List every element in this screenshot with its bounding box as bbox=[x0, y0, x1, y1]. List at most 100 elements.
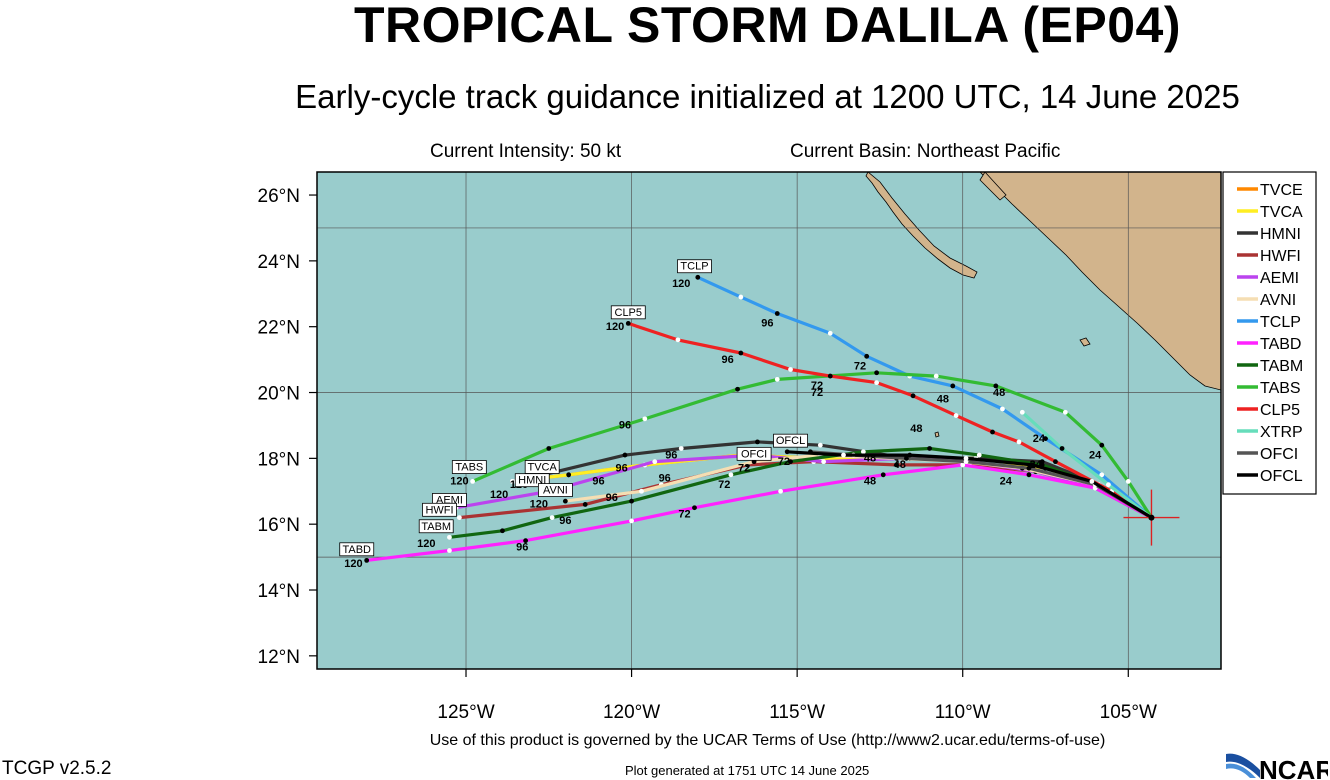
legend-label-ofcl: OFCL bbox=[1260, 468, 1303, 485]
forecast-hour-label: 120 bbox=[490, 489, 508, 501]
track-point-aemi bbox=[652, 459, 658, 465]
forecast-hour-label: 72 bbox=[678, 509, 690, 521]
model-label-box bbox=[422, 502, 457, 517]
y-tick-label: 24°N bbox=[258, 252, 300, 273]
sonora-coastline bbox=[979, 172, 1007, 201]
track-point-clp5 bbox=[910, 393, 916, 399]
track-point-xtrp bbox=[1059, 446, 1065, 451]
forecast-hour-label: 96 bbox=[559, 515, 571, 527]
track-point-tabm bbox=[976, 452, 982, 458]
track-point-tvca bbox=[566, 472, 572, 478]
track-point-tabd bbox=[960, 462, 966, 468]
track-point-tclp bbox=[1099, 472, 1105, 478]
legend-label-clp5: CLP5 bbox=[1260, 402, 1300, 419]
track-point-xtrp bbox=[1106, 482, 1111, 488]
track-line-xtrp bbox=[1020, 410, 1154, 520]
x-tick-label: 120°W bbox=[603, 702, 660, 723]
y-tick-label: 12°N bbox=[258, 647, 300, 668]
legend-label-tclp: TCLP bbox=[1260, 314, 1301, 331]
track-point-clp5 bbox=[675, 337, 681, 343]
model-label-text: TVCA bbox=[528, 462, 558, 474]
track-line-aemi bbox=[454, 453, 1154, 520]
plot-generated-text: Plot generated at 1751 UTC 14 June 2025 bbox=[625, 763, 870, 778]
legend-label-avni: AVNI bbox=[1260, 292, 1296, 309]
model-label-box bbox=[451, 460, 487, 474]
track-point-ofcl bbox=[963, 455, 969, 461]
forecast-hour-label: 72 bbox=[738, 463, 750, 475]
track-point-tclp bbox=[774, 311, 780, 316]
legend-box bbox=[1222, 171, 1317, 495]
forecast-hour-label: 48 bbox=[993, 387, 1005, 399]
forecast-hour-label: 72 bbox=[718, 479, 730, 491]
forecast-hour-labels: 1201201201201201201201201209696969696969… bbox=[344, 278, 1102, 570]
track-line-tabs bbox=[471, 371, 1154, 520]
forecast-hour-label: 120 bbox=[530, 499, 548, 511]
track-point-ofci bbox=[904, 455, 909, 461]
track-point-tabm bbox=[860, 449, 866, 455]
y-tick-label: 18°N bbox=[258, 449, 300, 470]
model-label-box bbox=[677, 259, 712, 274]
chart-subtitle: Early-cycle track guidance initialized a… bbox=[295, 78, 1240, 115]
ncar-logo-swoosh-icon bbox=[1226, 753, 1260, 778]
model-label-text: OFCL bbox=[776, 435, 805, 447]
legend-label-tabm: TABM bbox=[1260, 358, 1303, 375]
chart-title: TROPICAL STORM DALILA (EP04) bbox=[353, 0, 1181, 53]
track-point-tabd bbox=[778, 488, 783, 494]
track-point-tabd bbox=[1026, 472, 1032, 478]
forecast-hour-label: 96 bbox=[616, 463, 628, 475]
forecast-hour-label: 96 bbox=[721, 354, 733, 366]
legend-label-tvca: TVCA bbox=[1260, 204, 1303, 221]
track-point-tabm bbox=[728, 472, 734, 478]
forecast-hour-label: 72 bbox=[811, 380, 823, 392]
forecast-hour-label: 96 bbox=[761, 318, 773, 330]
model-label-box bbox=[773, 433, 808, 448]
track-point-tabd bbox=[447, 548, 452, 553]
track-point-hmni bbox=[678, 446, 684, 451]
current-basin-text: Current Basin: Northeast Pacific bbox=[790, 141, 1061, 162]
x-tick-label: 110°W bbox=[935, 702, 991, 723]
track-point-xtrp bbox=[1019, 409, 1025, 415]
axis-ticks: 125°W 120°W 115°W 110°W 105°W 12°N 14°N 16°N 18°… bbox=[258, 186, 1157, 723]
legend-label-tvce: TVCE bbox=[1260, 182, 1303, 199]
revillagigedo-islands bbox=[934, 337, 1091, 438]
forecast-hour-label: 72 bbox=[854, 360, 866, 372]
track-point-tabs bbox=[874, 370, 880, 376]
track-point-avni bbox=[562, 498, 568, 504]
forecast-hour-label: 72 bbox=[778, 456, 790, 468]
legend-label-ofci: OFCI bbox=[1260, 446, 1298, 463]
model-label-text: CLP5 bbox=[615, 307, 643, 319]
track-point-clp5 bbox=[788, 367, 793, 372]
forecast-hour-label: 120 bbox=[417, 538, 435, 550]
track-point-avni bbox=[639, 488, 644, 494]
track-point-hmni bbox=[622, 452, 628, 458]
ncar-logo: NCAR bbox=[1226, 753, 1328, 780]
mexico-mainland bbox=[979, 172, 1221, 391]
model-label-text: TABS bbox=[455, 462, 483, 474]
track-point-hwfi bbox=[894, 462, 899, 468]
current-intensity-text: Current Intensity: 50 kt bbox=[430, 141, 622, 162]
forecast-hour-label: 96 bbox=[665, 449, 677, 461]
x-tick-label: 125°W bbox=[437, 702, 494, 723]
track-point-aemi bbox=[821, 459, 827, 465]
track-point-tabm bbox=[927, 446, 933, 451]
model-legend: TVCE TVCA HMNI HWFI AEMI AVNI TCLP TABD TABM TABS… bbox=[1222, 171, 1317, 495]
legend-label-aemi: AEMI bbox=[1260, 270, 1299, 287]
forecast-hour-label: 48 bbox=[910, 423, 922, 435]
forecast-hour-label: 120 bbox=[344, 558, 362, 570]
track-point-hmni bbox=[1039, 459, 1045, 465]
track-point-ofcl bbox=[841, 452, 846, 458]
current-storm-position-marker bbox=[1123, 489, 1180, 546]
track-point-tabs bbox=[546, 446, 552, 451]
track-point-ofcl bbox=[1089, 478, 1095, 484]
track-point-tclp bbox=[864, 353, 870, 359]
model-label-box bbox=[736, 446, 772, 461]
track-point-tabs bbox=[642, 416, 648, 422]
forecast-hour-label: 24 bbox=[1000, 476, 1013, 488]
forecast-hour-label: 96 bbox=[606, 492, 618, 504]
track-point-clp5 bbox=[1053, 459, 1058, 465]
track-point-ofci bbox=[963, 459, 969, 465]
forecast-hour-label: 96 bbox=[592, 476, 604, 488]
track-point-tclp bbox=[1000, 406, 1005, 412]
plot-frame bbox=[316, 171, 1222, 670]
